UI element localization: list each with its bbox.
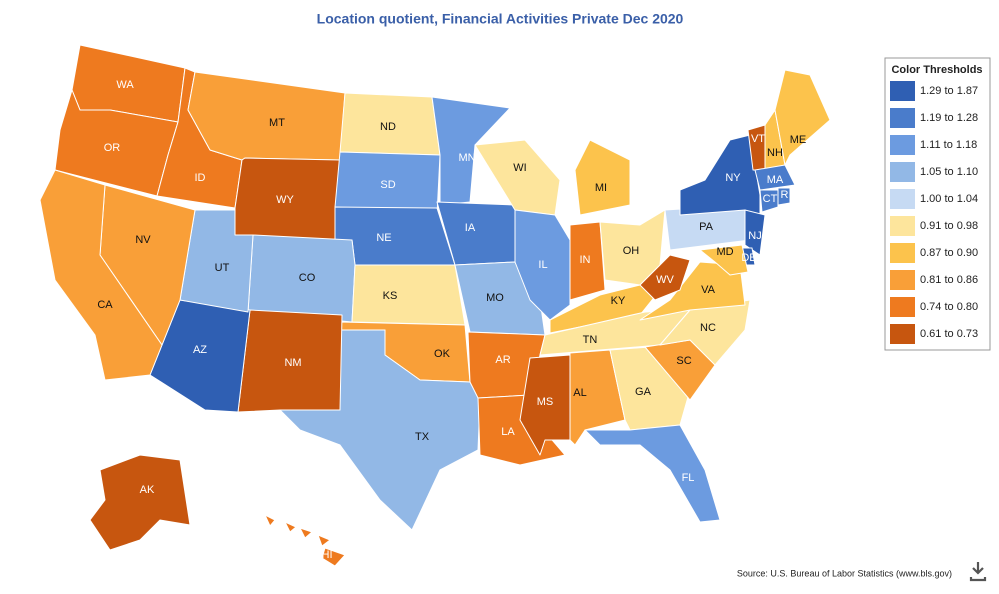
state-label: TX bbox=[415, 431, 430, 443]
state-label: VA bbox=[701, 284, 716, 296]
download-icon[interactable] bbox=[969, 562, 987, 582]
state-label: CA bbox=[97, 299, 113, 311]
state-label: ND bbox=[380, 121, 396, 133]
state-label: VT bbox=[751, 133, 765, 145]
state-label: UT bbox=[215, 262, 230, 274]
download-button[interactable] bbox=[969, 562, 987, 582]
state-shape bbox=[584, 424, 721, 523]
state-label: MN bbox=[458, 152, 475, 164]
state-label: NC bbox=[700, 322, 716, 334]
state-label: NE bbox=[376, 232, 391, 244]
state-label: MO bbox=[486, 292, 504, 304]
state-shape bbox=[264, 514, 346, 567]
legend-label: 1.11 to 1.18 bbox=[920, 139, 977, 151]
legend-label: 0.74 to 0.80 bbox=[920, 301, 978, 313]
source-note: Source: U.S. Bureau of Labor Statistics … bbox=[737, 568, 952, 578]
state-label: FL bbox=[682, 472, 695, 484]
legend-swatch bbox=[890, 270, 915, 290]
legend-label: 0.87 to 0.90 bbox=[920, 247, 978, 259]
state-label: IL bbox=[538, 259, 547, 271]
legend-swatch bbox=[890, 108, 915, 128]
state-label: AR bbox=[495, 354, 510, 366]
state-shape bbox=[777, 187, 791, 206]
state-label: NM bbox=[284, 357, 301, 369]
state-label: RI bbox=[781, 189, 792, 201]
legend-swatch bbox=[890, 297, 915, 317]
legend-label: 1.19 to 1.28 bbox=[920, 112, 978, 124]
legend-label: 1.00 to 1.04 bbox=[920, 193, 978, 205]
legend-title: Color Thresholds bbox=[891, 64, 982, 76]
state-shape bbox=[699, 244, 749, 276]
state-shape bbox=[639, 254, 691, 301]
legend-label: 1.05 to 1.10 bbox=[920, 166, 978, 178]
state-shape bbox=[431, 96, 511, 206]
legend-swatch bbox=[890, 162, 915, 182]
state-shape bbox=[89, 454, 191, 551]
state-shape bbox=[474, 139, 561, 216]
state-label: DE bbox=[741, 252, 756, 264]
legend-label: 1.29 to 1.87 bbox=[920, 85, 978, 97]
state-label: GA bbox=[635, 386, 652, 398]
state-label: NH bbox=[767, 147, 783, 159]
state-label: WY bbox=[276, 194, 294, 206]
state-label: AK bbox=[140, 484, 155, 496]
legend-label: 0.91 to 0.98 bbox=[920, 220, 978, 232]
legend-swatch bbox=[890, 216, 915, 236]
state-label: MI bbox=[595, 182, 607, 194]
state-label: OH bbox=[623, 245, 640, 257]
state-label: SC bbox=[676, 355, 691, 367]
state-label: MS bbox=[537, 396, 554, 408]
legend-label: 0.81 to 0.86 bbox=[920, 274, 978, 286]
state-label: MA bbox=[767, 174, 784, 186]
state-shape bbox=[187, 71, 346, 161]
labels-layer: WA OR ID MT WY ND SD NE CO KS OK TX NM AZ UT NV CA MN IA MO… bbox=[97, 79, 806, 561]
state-label: IN bbox=[580, 254, 591, 266]
state-label: NY bbox=[725, 172, 741, 184]
state-label: KY bbox=[611, 295, 626, 307]
legend-swatch bbox=[890, 324, 915, 344]
state-shape bbox=[744, 209, 766, 256]
legend-label: 0.61 to 0.73 bbox=[920, 328, 978, 340]
states-layer bbox=[39, 44, 831, 567]
state-label: NJ bbox=[748, 230, 761, 242]
state-label: CO bbox=[299, 272, 316, 284]
state-label: ME bbox=[790, 134, 807, 146]
state-label: OK bbox=[434, 348, 451, 360]
state-shape bbox=[569, 221, 606, 301]
state-shape bbox=[279, 329, 481, 531]
state-label: MT bbox=[269, 117, 285, 129]
state-label: IA bbox=[465, 222, 476, 234]
legend-swatch bbox=[890, 81, 915, 101]
state-shape bbox=[679, 134, 761, 221]
state-shape bbox=[754, 164, 796, 191]
legend-swatch bbox=[890, 189, 915, 209]
state-label: CT bbox=[763, 193, 778, 205]
state-label: KS bbox=[383, 290, 398, 302]
state-label: ID bbox=[195, 172, 206, 184]
map-title: Location quotient, Financial Activities … bbox=[317, 11, 684, 27]
legend-items: 1.29 to 1.87 1.19 to 1.28 1.11 to 1.18 1.05… bbox=[890, 81, 978, 344]
state-label: SD bbox=[380, 179, 395, 191]
state-label: AZ bbox=[193, 344, 207, 356]
state-shape bbox=[759, 189, 779, 213]
state-label: WI bbox=[513, 162, 526, 174]
state-label: PA bbox=[699, 221, 714, 233]
state-label: HI bbox=[322, 549, 333, 561]
state-shape bbox=[574, 139, 631, 216]
state-shape bbox=[774, 69, 831, 166]
legend-swatch bbox=[890, 243, 915, 263]
state-label: NV bbox=[135, 234, 151, 246]
state-shape bbox=[351, 264, 466, 326]
state-shape bbox=[39, 169, 163, 381]
legend-swatch bbox=[890, 135, 915, 155]
state-label: MD bbox=[716, 246, 733, 258]
state-label: LA bbox=[501, 426, 515, 438]
state-label: TN bbox=[583, 334, 598, 346]
state-label: WA bbox=[116, 79, 134, 91]
state-label: OR bbox=[104, 142, 121, 154]
state-label: AL bbox=[573, 387, 586, 399]
state-shape bbox=[514, 209, 571, 321]
state-label: WV bbox=[656, 274, 674, 286]
